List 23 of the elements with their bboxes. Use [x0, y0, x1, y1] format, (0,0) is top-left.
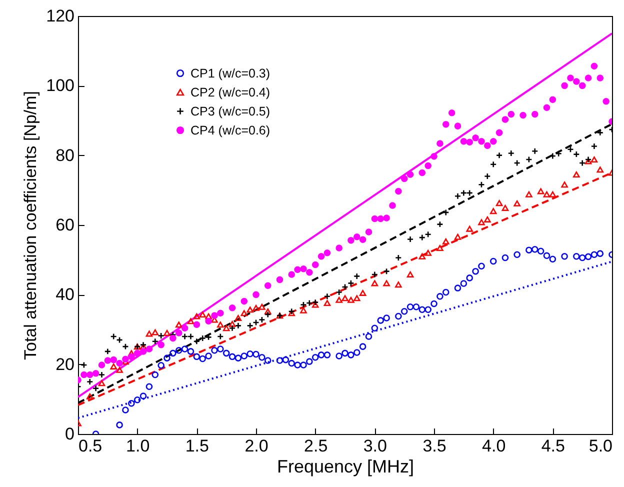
y-tick-label: 80 — [56, 146, 74, 165]
x-tick-label: 2.0 — [244, 436, 268, 456]
y-tick-label: 20 — [56, 354, 74, 374]
x-axis-title: Frequency [MHz] — [276, 456, 414, 476]
legend-label: CP1 (w/c=0.3) — [190, 66, 270, 80]
y-tick-label: 40 — [56, 285, 74, 304]
y-tick-label: 120 — [46, 6, 74, 26]
y-tick-label: 60 — [56, 216, 74, 234]
x-tick-label: 3.5 — [422, 436, 446, 456]
x-tick-label: 0.5 — [78, 436, 102, 456]
x-tick-label: 1.0 — [126, 436, 150, 456]
legend-label: CP3 (w/c=0.5) — [190, 104, 270, 118]
x-tick-label: 4.0 — [482, 436, 506, 456]
y-tick-label: 100 — [46, 76, 74, 96]
y-axis-title: Total attenuation coefficients [Np/m] — [21, 90, 40, 360]
x-tick-label: 3.0 — [363, 436, 387, 456]
legend-label: CP2 (w/c=0.4) — [190, 85, 270, 100]
y-tick-label: 0 — [65, 424, 74, 444]
x-tick-label: 5.0 — [588, 436, 612, 456]
x-tick-label: 4.5 — [541, 436, 565, 456]
x-tick-label: 1.5 — [185, 436, 209, 456]
legend-label: CP4 (w/c=0.6) — [190, 123, 270, 138]
x-tick-label: 2.5 — [304, 436, 328, 456]
